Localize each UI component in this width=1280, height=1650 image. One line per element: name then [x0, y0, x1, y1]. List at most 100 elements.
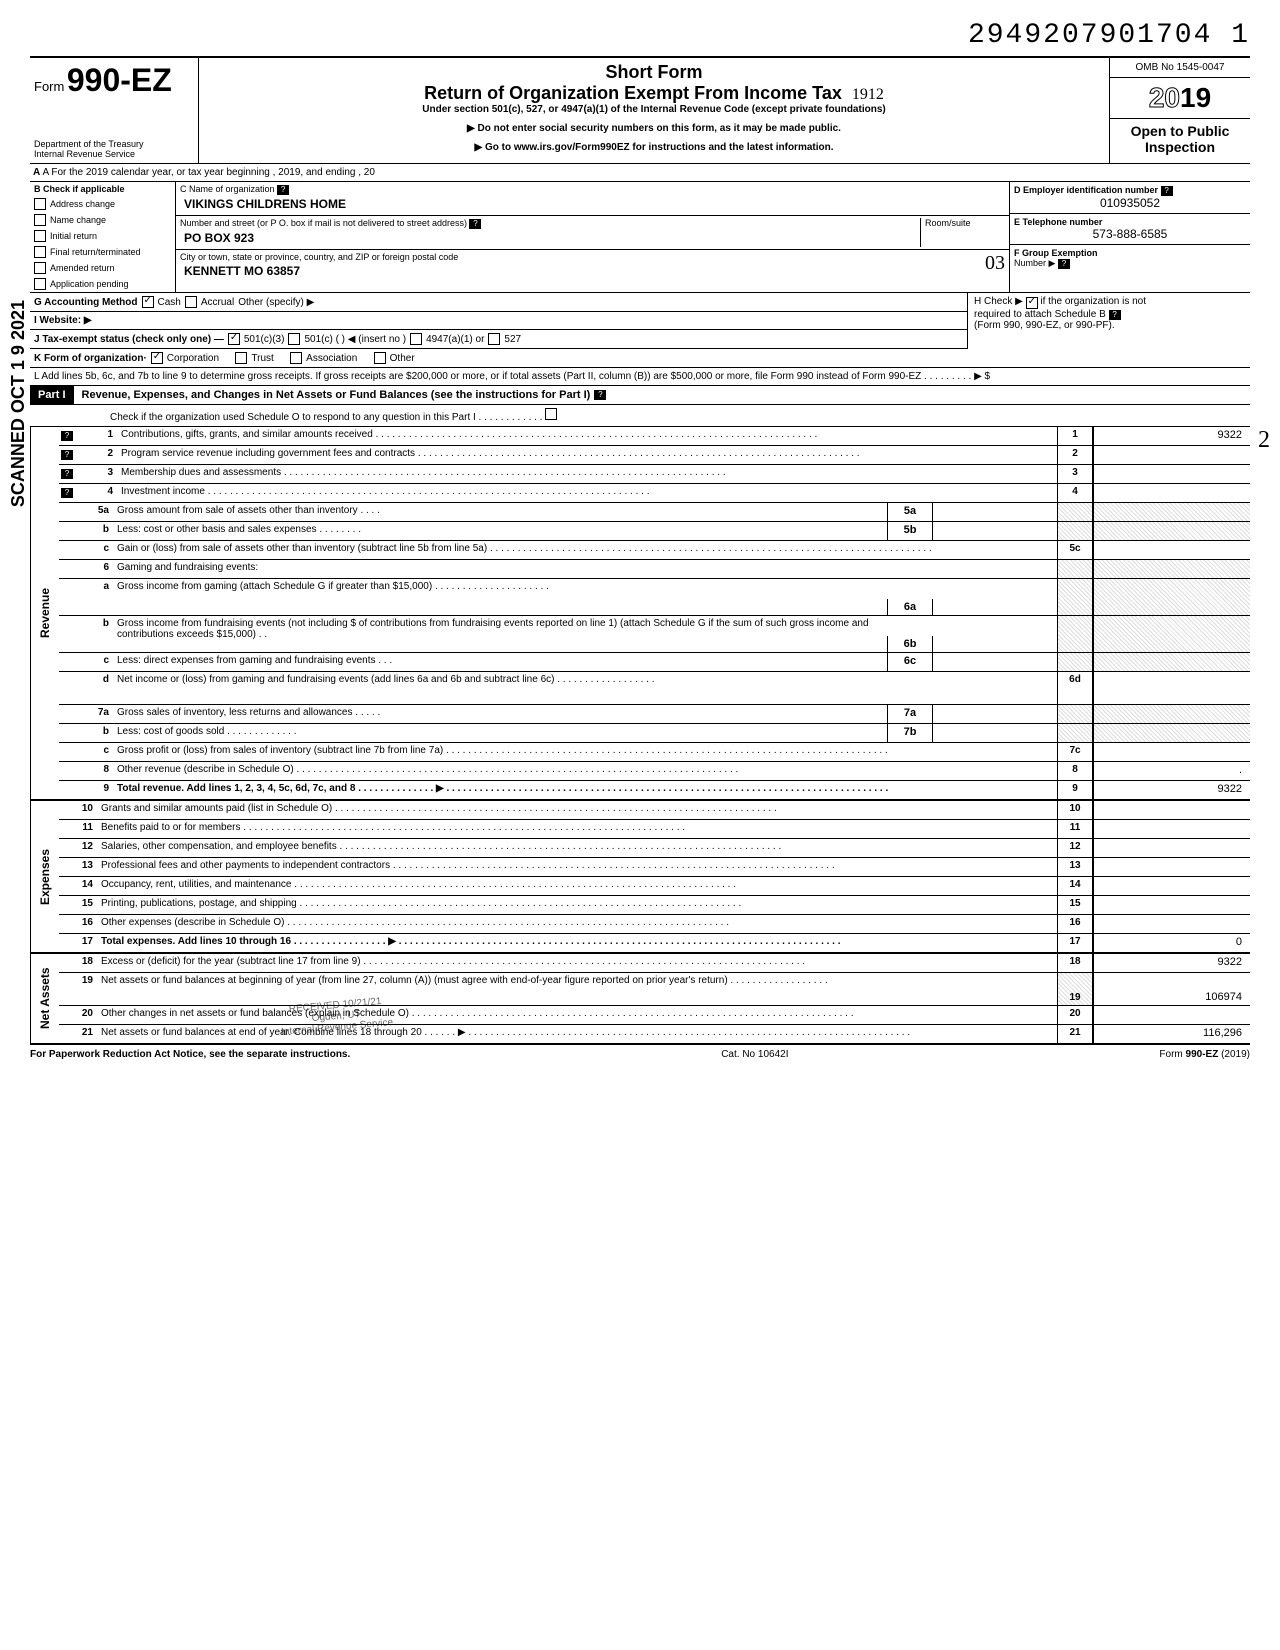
main-title: Return of Organization Exempt From Incom…: [424, 83, 842, 104]
line-amount[interactable]: [1093, 484, 1250, 502]
line-amount[interactable]: 9322: [1093, 427, 1250, 445]
line-amount[interactable]: [1093, 820, 1250, 838]
check-other-org[interactable]: [374, 352, 386, 364]
inner-amount[interactable]: [933, 522, 1057, 540]
line-number: 19: [59, 973, 97, 1005]
check-final-return[interactable]: Final return/terminated: [30, 244, 175, 260]
expenses-label: Expenses: [30, 801, 59, 952]
line-row-17: 17Total expenses. Add lines 10 through 1…: [59, 934, 1250, 952]
line-box-num: 15: [1057, 896, 1093, 914]
line-box-shaded: [1057, 503, 1093, 521]
line-amount[interactable]: [1093, 877, 1250, 895]
check-4947[interactable]: [410, 333, 422, 345]
line-box-num: 14: [1057, 877, 1093, 895]
line-row-21: 21Net assets or fund balances at end of …: [59, 1025, 1250, 1043]
line-amount[interactable]: [1093, 801, 1250, 819]
handwritten-annotation: 2: [1258, 427, 1270, 454]
column-b-checkboxes: B Check if applicable Address change Nam…: [30, 182, 176, 292]
inner-amount[interactable]: [933, 599, 1057, 615]
part-1-header: Part I Revenue, Expenses, and Changes in…: [30, 385, 1250, 405]
check-schedule-o[interactable]: [545, 408, 557, 420]
check-name-change[interactable]: Name change: [30, 212, 175, 228]
form-number: 990-EZ: [67, 62, 172, 98]
line-desc: Gain or (loss) from sale of assets other…: [113, 541, 1057, 559]
line-amount[interactable]: [1093, 896, 1250, 914]
line-amount[interactable]: [1093, 446, 1250, 464]
line-row-2: ?2Program service revenue including gove…: [59, 446, 1250, 465]
line-box-shaded: [1057, 560, 1093, 578]
check-corporation[interactable]: [151, 352, 163, 364]
inner-amount[interactable]: [933, 705, 1057, 723]
line-amount[interactable]: 9322: [1093, 954, 1250, 972]
line-row-d: dNet income or (loss) from gaming and fu…: [59, 672, 1250, 705]
instruction-1: ▶ Do not enter social security numbers o…: [209, 123, 1099, 134]
line-number: c: [75, 541, 113, 559]
line-amount[interactable]: 0: [1093, 934, 1250, 952]
org-info-grid: B Check if applicable Address change Nam…: [30, 182, 1250, 292]
check-501c3[interactable]: [228, 333, 240, 345]
subtitle: Under section 501(c), 527, or 4947(a)(1)…: [209, 104, 1099, 115]
line-amount[interactable]: 9322: [1093, 781, 1250, 799]
line-row-18: 18Excess or (deficit) for the year (subt…: [59, 954, 1250, 973]
line-amount[interactable]: [1093, 1006, 1250, 1024]
check-schedule-b[interactable]: [1026, 297, 1038, 309]
line-number: 18: [59, 954, 97, 972]
line-desc: Benefits paid to or for members: [97, 820, 1057, 838]
line-number: 10: [59, 801, 97, 819]
line-amount[interactable]: [1093, 672, 1250, 704]
part-1-check-schedule-o: Check if the organization used Schedule …: [30, 405, 1250, 427]
line-box-num: 18: [1057, 954, 1093, 972]
line-number: 17: [59, 934, 97, 952]
help-icon[interactable]: ?: [277, 185, 289, 195]
scanned-stamp: SCANNED OCT 1 9 2021: [8, 300, 29, 507]
line-amount[interactable]: [1093, 915, 1250, 933]
line-amount[interactable]: 106974: [1093, 973, 1250, 1005]
inner-box-num: 6a: [887, 599, 933, 615]
line-box-num: 4: [1057, 484, 1093, 502]
line-number: a: [75, 579, 113, 615]
line-desc: Total revenue. Add lines 1, 2, 3, 4, 5c,…: [113, 781, 1057, 799]
line-amount[interactable]: [1093, 858, 1250, 876]
line-amount[interactable]: 116,296: [1093, 1025, 1250, 1043]
line-row-b: bLess: cost of goods sold . . . . . . . …: [59, 724, 1250, 743]
check-trust[interactable]: [235, 352, 247, 364]
line-amount[interactable]: .: [1093, 762, 1250, 780]
check-cash[interactable]: [142, 296, 154, 308]
help-icon[interactable]: ?: [1058, 259, 1070, 269]
line-amount[interactable]: [1093, 465, 1250, 483]
inner-amount[interactable]: [933, 724, 1057, 742]
line-row-16: 16Other expenses (describe in Schedule O…: [59, 915, 1250, 934]
line-desc: Program service revenue including govern…: [117, 446, 1057, 464]
part-1-title: Revenue, Expenses, and Changes in Net As…: [82, 389, 591, 401]
check-527[interactable]: [488, 333, 500, 345]
check-amended-return[interactable]: Amended return: [30, 260, 175, 276]
line-number: 11: [59, 820, 97, 838]
check-application-pending[interactable]: Application pending: [30, 276, 175, 292]
line-box-num: 21: [1057, 1025, 1093, 1043]
check-association[interactable]: [290, 352, 302, 364]
line-row-b: b Gross income from fundraising events (…: [59, 616, 1250, 653]
inner-box-num: 5a: [887, 503, 933, 521]
line-amount[interactable]: [1093, 839, 1250, 857]
line-row-6: 6Gaming and fundraising events:: [59, 560, 1250, 579]
line-amount[interactable]: [1093, 743, 1250, 761]
check-501c[interactable]: [288, 333, 300, 345]
check-accrual[interactable]: [185, 296, 197, 308]
inner-amount[interactable]: [933, 653, 1057, 671]
line-row-c: cGain or (loss) from sale of assets othe…: [59, 541, 1250, 560]
line-row-a: a Gross income from gaming (attach Sched…: [59, 579, 1250, 616]
help-icon[interactable]: ?: [1109, 310, 1121, 320]
line-desc: Membership dues and assessments: [117, 465, 1057, 483]
line-amount[interactable]: [1093, 541, 1250, 559]
line-box-num: 16: [1057, 915, 1093, 933]
help-icon[interactable]: ?: [469, 219, 481, 229]
line-desc: Other revenue (describe in Schedule O): [113, 762, 1057, 780]
check-address-change[interactable]: Address change: [30, 196, 175, 212]
help-icon[interactable]: ?: [594, 390, 606, 400]
line-box-num: 10: [1057, 801, 1093, 819]
line-row-b: bLess: cost or other basis and sales exp…: [59, 522, 1250, 541]
inner-amount[interactable]: [933, 503, 1057, 521]
check-initial-return[interactable]: Initial return: [30, 228, 175, 244]
help-icon[interactable]: ?: [1161, 186, 1173, 196]
inner-amount[interactable]: [933, 636, 1057, 652]
